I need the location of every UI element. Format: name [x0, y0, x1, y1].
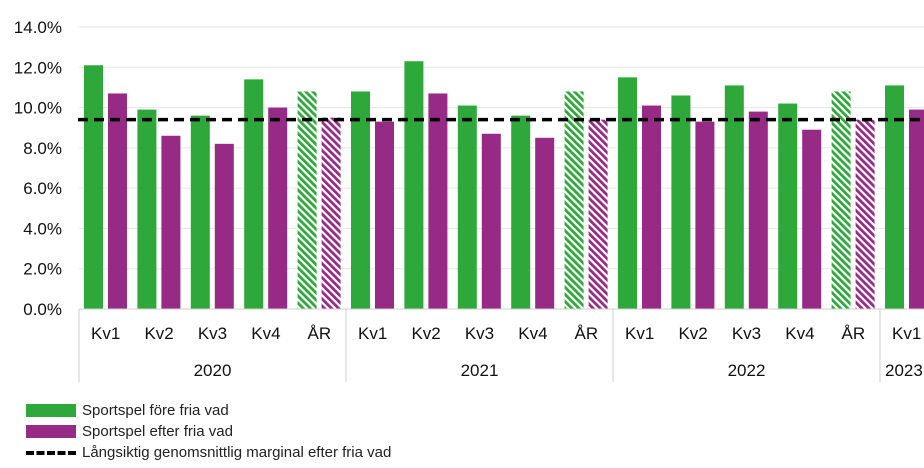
x-category-label: Kv1 — [625, 324, 654, 343]
bar-after — [535, 137, 555, 309]
bar-before — [831, 91, 851, 309]
bar-after — [428, 93, 448, 309]
bar-after — [321, 117, 341, 310]
bar-before — [351, 91, 370, 309]
x-category-label: Kv1 — [91, 324, 120, 343]
bar-before — [885, 85, 904, 310]
x-category-label: ÅR — [307, 324, 331, 343]
bar-before — [457, 105, 477, 309]
bar-chart: 0.0%2.0%4.0%6.0%8.0%10.0%12.0%14.0% Kv1 K… — [14, 18, 924, 382]
bar-after — [588, 119, 608, 310]
y-tick-label: 6.0% — [23, 179, 62, 198]
bar-before — [244, 79, 264, 309]
y-tick-label: 12.0% — [14, 58, 62, 77]
bar-after — [481, 133, 501, 309]
bar-before — [190, 115, 210, 309]
bar-after — [802, 129, 822, 309]
y-tick-label: 14.0% — [14, 18, 62, 37]
legend-item-after: Sportspel efter fria vad — [26, 421, 391, 442]
x-category-label: Kv3 — [198, 324, 227, 343]
x-category-label: Kv4 — [518, 324, 547, 343]
y-tick-label: 8.0% — [23, 139, 62, 158]
bar-after — [108, 93, 127, 309]
y-tick-label: 4.0% — [23, 219, 62, 238]
bar-after — [642, 105, 661, 309]
x-year-label: 2023 — [885, 361, 923, 380]
x-category-label: ÅR — [841, 324, 865, 343]
x-category-label: Kv3 — [465, 324, 494, 343]
bar-after — [909, 109, 924, 309]
x-category-label: Kv3 — [732, 324, 761, 343]
legend-item-before: Sportspel före fria vad — [26, 400, 391, 421]
x-category-label: Kv4 — [785, 324, 814, 343]
y-tick-label: 10.0% — [14, 99, 62, 118]
y-tick-label: 0.0% — [23, 300, 62, 319]
bar-before — [618, 77, 637, 309]
bar-before — [671, 95, 691, 309]
bars — [84, 61, 924, 310]
x-category-label: Kv2 — [144, 324, 173, 343]
x-category-label: Kv2 — [411, 324, 440, 343]
y-tick-label: 2.0% — [23, 260, 62, 279]
x-category-label: Kv4 — [251, 324, 280, 343]
x-category-label: Kv1 — [358, 324, 387, 343]
legend-label-after: Sportspel efter fria vad — [82, 423, 233, 440]
bar-before — [137, 109, 157, 309]
bar-before — [84, 65, 103, 310]
bar-before — [564, 91, 584, 309]
x-year-label: 2022 — [728, 361, 766, 380]
legend-item-reference: Långsiktig genomsnittlig marginal efter … — [26, 442, 391, 463]
legend-label-before: Sportspel före fria vad — [82, 402, 229, 419]
bar-after — [161, 135, 181, 309]
x-category-label: Kv1 — [892, 324, 921, 343]
legend-label-reference: Långsiktig genomsnittlig marginal efter … — [82, 444, 392, 461]
x-category-label: ÅR — [574, 324, 598, 343]
x-year-label: 2021 — [461, 361, 499, 380]
legend: Sportspel före fria vad Sportspel efter … — [26, 400, 391, 463]
x-axis: Kv1 Kv2 Kv3 Kv4 ÅR 2020 Kv1 Kv2 Kv3 Kv4 ÅR 2021 Kv1 K… — [78, 308, 924, 382]
bar-after — [748, 111, 768, 309]
bar-before — [511, 115, 531, 309]
y-axis-tick-labels: 0.0% 2.0% 4.0% 6.0% 8.0% 10.0% 12.0% 14.0% — [14, 18, 62, 319]
bar-after — [375, 121, 394, 310]
legend-swatch-before — [26, 404, 76, 417]
bar-before — [404, 61, 424, 309]
bar-after — [695, 121, 715, 310]
x-year-label: 2020 — [194, 361, 232, 380]
bar-before — [778, 103, 798, 310]
x-category-label: Kv2 — [678, 324, 707, 343]
bar-before — [724, 85, 744, 310]
bar-after — [268, 107, 288, 309]
bar-after — [214, 143, 234, 309]
legend-swatch-reference — [26, 450, 76, 455]
bar-before — [297, 91, 317, 309]
bar-after — [855, 119, 875, 310]
legend-swatch-after — [26, 425, 76, 438]
